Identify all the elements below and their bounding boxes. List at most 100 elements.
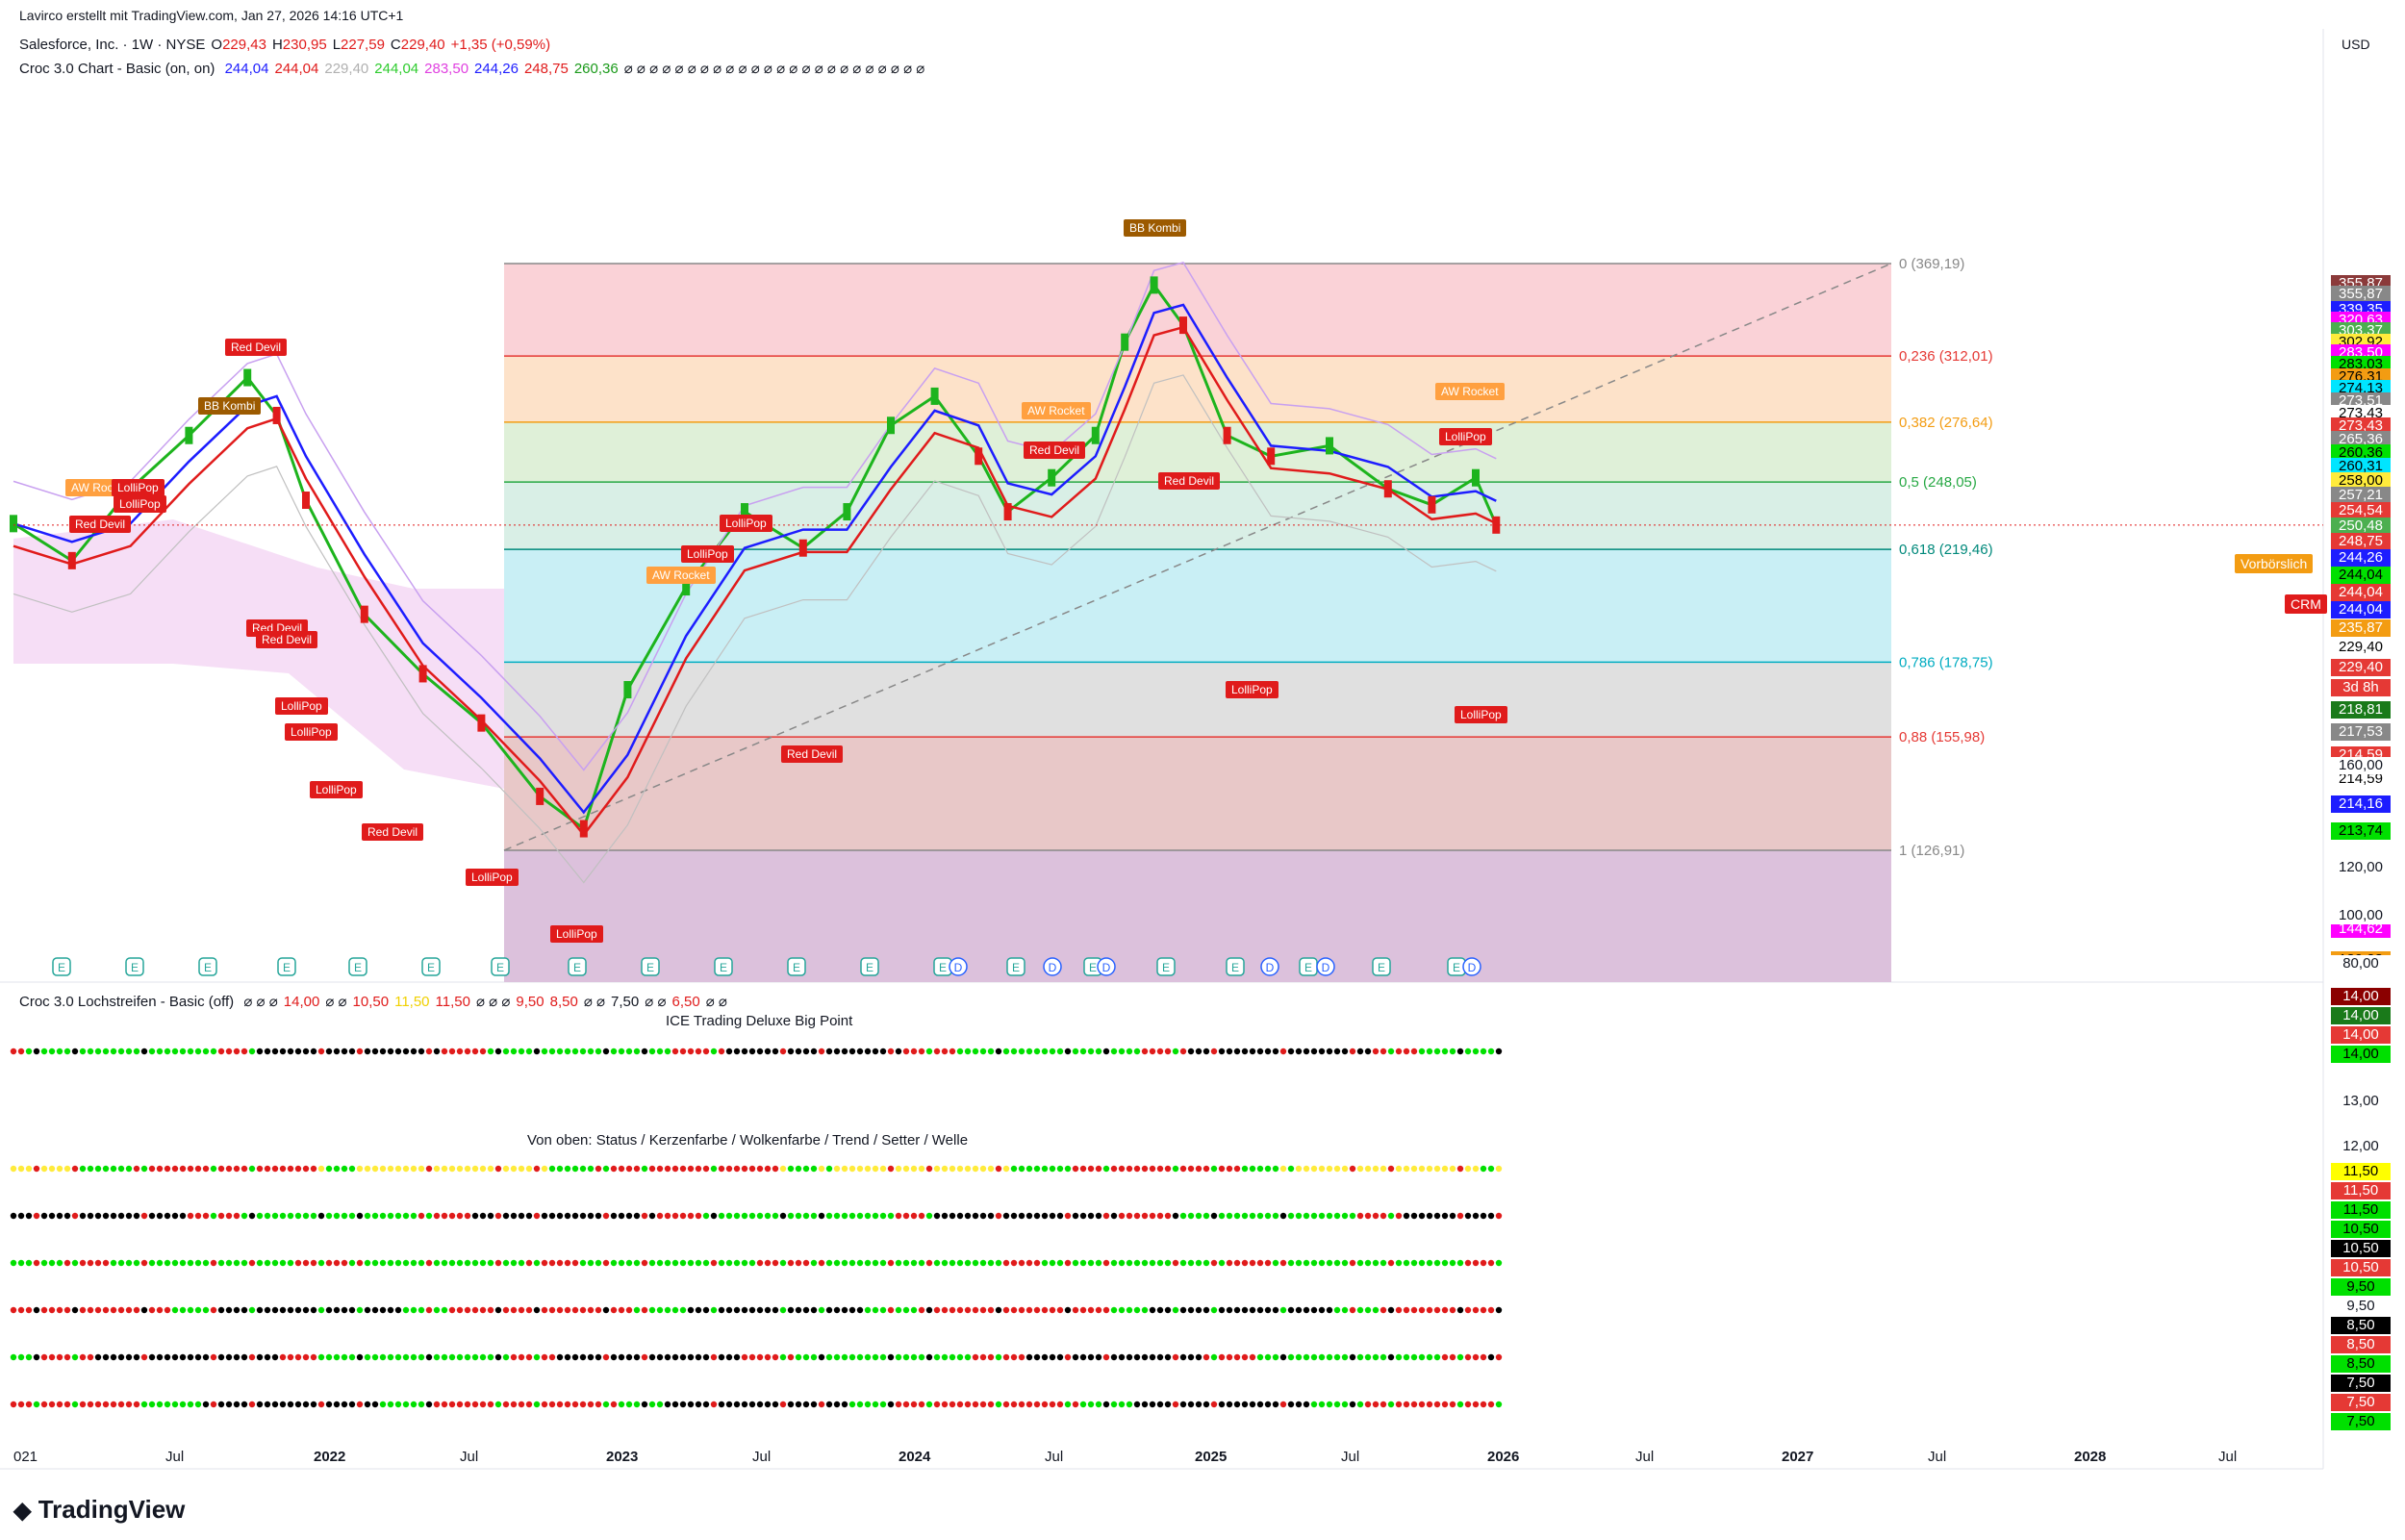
strip-dot — [748, 1259, 756, 1267]
strip-dot — [548, 1306, 556, 1314]
strip-dot — [1472, 1212, 1480, 1220]
sub-indicator-name[interactable]: Croc 3.0 Lochstreifen - Basic (off) — [19, 994, 235, 1010]
symbol-flag[interactable]: CRM — [2285, 594, 2327, 614]
sub-axis-label: 9,50 — [2331, 1278, 2391, 1296]
strip-dot — [987, 1353, 995, 1361]
strip-dot — [1480, 1212, 1487, 1220]
strip-dot — [702, 1048, 710, 1055]
dividend-label: D — [1102, 961, 1111, 974]
blue-average-line — [13, 303, 1497, 815]
strip-dot — [1064, 1212, 1072, 1220]
time-axis-label: 2027 — [1782, 1449, 1814, 1465]
strip-dot — [741, 1165, 748, 1173]
fib-level-label: 0,382 (276,64) — [1899, 415, 1993, 431]
strip-dot — [1102, 1212, 1110, 1220]
rows-description: Von oben: Status / Kerzenfarbe / Wolkenf… — [527, 1132, 969, 1149]
strip-dot — [210, 1165, 217, 1173]
strip-dot — [179, 1306, 187, 1314]
strip-dot — [925, 1259, 933, 1267]
strip-dot — [671, 1165, 679, 1173]
strip-dot — [264, 1212, 271, 1220]
strip-dot — [464, 1212, 471, 1220]
strip-dot — [487, 1048, 494, 1055]
strip-dot — [279, 1048, 287, 1055]
strip-dot — [656, 1165, 664, 1173]
strip-dot — [156, 1401, 164, 1408]
strip-dot — [1095, 1259, 1102, 1267]
strip-dot — [233, 1165, 240, 1173]
fib-band-3 — [504, 482, 1891, 550]
strip-dot — [79, 1048, 87, 1055]
strip-dot — [587, 1353, 595, 1361]
strip-dot — [1033, 1306, 1041, 1314]
price-axis-label: 254,54 — [2331, 501, 2391, 519]
strip-dot — [1387, 1212, 1395, 1220]
strip-dot — [171, 1212, 179, 1220]
sub-indicator-value: ⌀ ⌀ ⌀ — [475, 994, 511, 1010]
strip-dot — [1426, 1048, 1433, 1055]
strip-dot — [525, 1048, 533, 1055]
strip-dot — [125, 1259, 133, 1267]
strip-dot — [1018, 1353, 1025, 1361]
strip-dot — [110, 1212, 117, 1220]
strip-dot — [71, 1048, 79, 1055]
pre-market-flag[interactable]: Vorbörslich — [2235, 554, 2314, 573]
price-candle — [741, 503, 748, 521]
indicator-name[interactable]: Croc 3.0 Chart - Basic (on, on) — [19, 61, 215, 77]
strip-dot — [795, 1165, 802, 1173]
strip-dot — [1387, 1401, 1395, 1408]
signal-label: LolliPop — [466, 869, 519, 886]
symbol-name[interactable]: Salesforce, Inc. · 1W · NYSE — [19, 37, 206, 53]
open-value: 229,43 — [222, 37, 266, 53]
strip-dot — [1156, 1353, 1164, 1361]
strip-dot — [825, 1401, 833, 1408]
strip-dot — [1056, 1259, 1064, 1267]
sub-axis-label: 7,50 — [2331, 1375, 2391, 1392]
strip-dot — [887, 1353, 895, 1361]
strip-dot — [479, 1306, 487, 1314]
strip-dot — [1456, 1306, 1464, 1314]
earnings-label: E — [58, 961, 65, 974]
strip-dot — [1102, 1401, 1110, 1408]
price-candle — [975, 447, 983, 466]
strip-dot — [487, 1212, 494, 1220]
strip-dot — [541, 1048, 548, 1055]
strip-dot — [1133, 1165, 1141, 1173]
tradingview-logo[interactable]: ◆ TradingView — [13, 1495, 186, 1524]
strip-dot — [1126, 1048, 1133, 1055]
strip-dot — [448, 1401, 456, 1408]
strip-dot — [1056, 1306, 1064, 1314]
strip-dot — [1264, 1353, 1272, 1361]
strip-dot — [1072, 1165, 1079, 1173]
strip-dot — [125, 1048, 133, 1055]
strip-dot — [1387, 1353, 1395, 1361]
strip-dot — [156, 1353, 164, 1361]
strip-dot — [1456, 1165, 1464, 1173]
strip-dot — [1018, 1048, 1025, 1055]
strip-dot — [502, 1165, 510, 1173]
strip-dot — [87, 1353, 94, 1361]
strip-dot — [587, 1259, 595, 1267]
strip-dot — [33, 1306, 40, 1314]
strip-dot — [479, 1165, 487, 1173]
signal-label: Red Devil — [1158, 472, 1221, 490]
strip-dot — [1441, 1353, 1449, 1361]
fib-band-6 — [504, 737, 1891, 850]
strip-dot — [795, 1401, 802, 1408]
strip-dot — [510, 1165, 518, 1173]
sub-axis-label: 10,50 — [2331, 1240, 2391, 1257]
strip-dot — [1472, 1306, 1480, 1314]
strip-dot — [548, 1212, 556, 1220]
strip-dot — [1333, 1259, 1341, 1267]
strip-dot — [656, 1401, 664, 1408]
strip-dot — [1441, 1306, 1449, 1314]
strip-dot — [756, 1165, 764, 1173]
strip-dot — [502, 1353, 510, 1361]
strip-dot — [810, 1353, 818, 1361]
price-axis-label: 260,36 — [2331, 444, 2391, 462]
strip-dot — [418, 1048, 425, 1055]
strip-dot — [664, 1212, 671, 1220]
strip-dot — [156, 1165, 164, 1173]
strip-dot — [502, 1259, 510, 1267]
